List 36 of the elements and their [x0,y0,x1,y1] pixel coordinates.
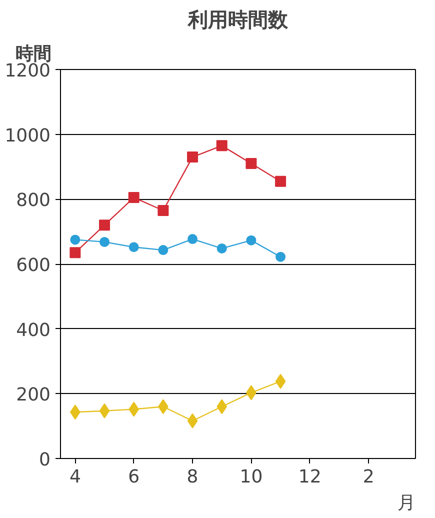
x-tick-label: 8 [186,466,198,488]
point [70,234,80,245]
x-tick-label: 12 [298,466,322,488]
point [128,242,139,252]
point [216,243,227,254]
y-tick-label: 0 [39,450,50,470]
x-axis-title: 月 [398,492,416,514]
point [216,140,228,152]
point [158,205,169,216]
chart-title: 利用時間数 [187,8,289,32]
point [70,247,81,258]
x-tick-label: 6 [128,466,140,488]
point [216,399,228,414]
point [275,374,286,389]
x-tick-label: 4 [69,466,81,488]
point [128,192,140,204]
x-tick-label: 2 [362,466,374,488]
point [246,158,257,170]
y-tick-label: 800 [16,190,51,212]
point [99,220,110,231]
point [275,176,286,187]
point [100,236,110,247]
y-axis-title: 時間 [16,44,52,64]
y-tick-label: 200 [16,384,51,406]
point [246,235,256,246]
point [158,245,168,256]
point [187,152,198,163]
point [187,413,198,428]
point [188,234,198,244]
point [99,403,110,418]
y-tick-label: 1000 [4,125,51,146]
point [276,252,286,262]
y-tick-label: 400 [16,320,51,341]
x-tick-label: 10 [240,466,263,488]
y-tick-label: 600 [16,255,51,276]
point [128,402,140,417]
